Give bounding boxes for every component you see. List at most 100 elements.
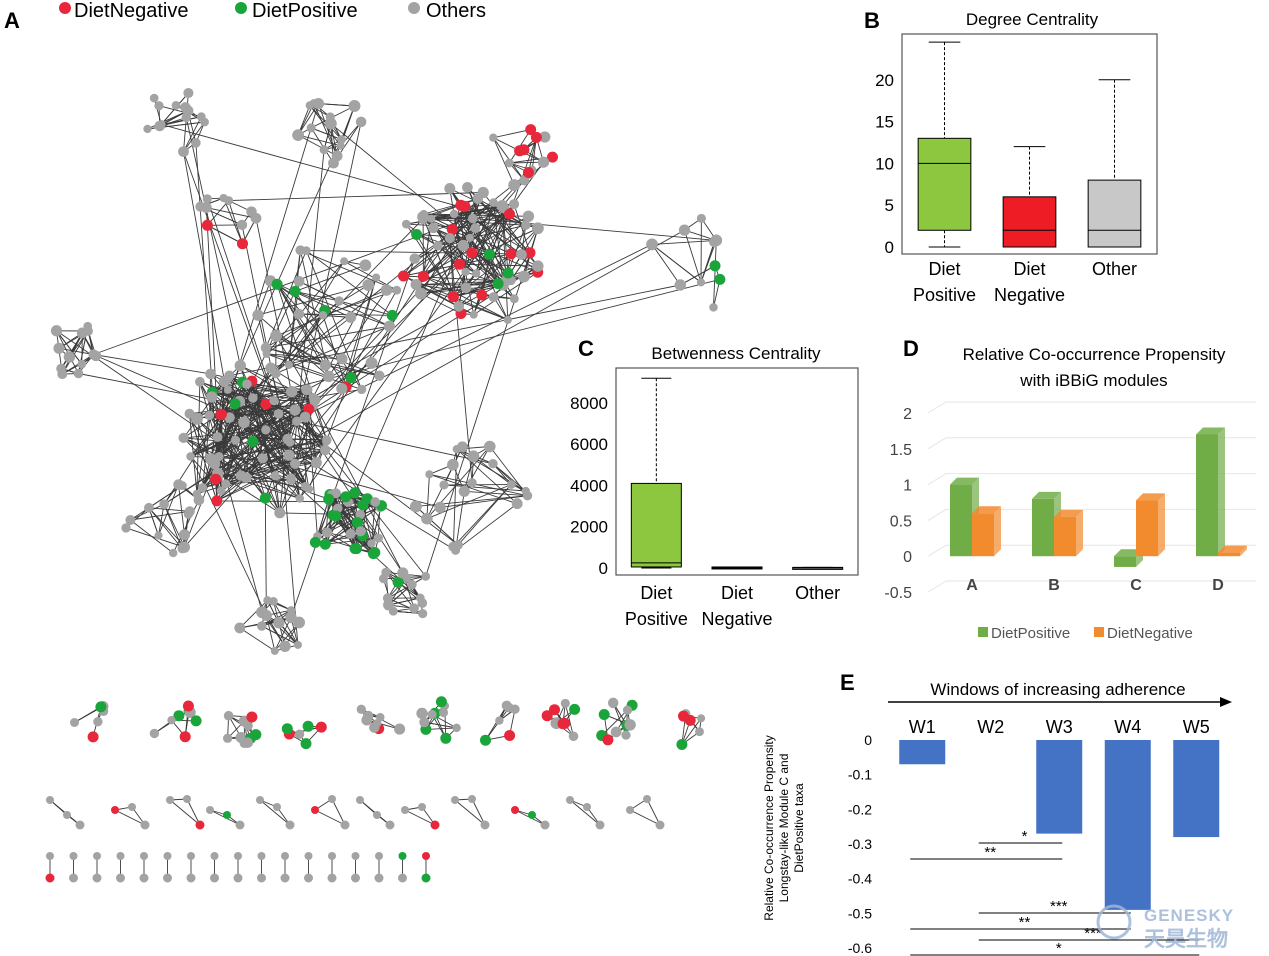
network-edge <box>264 498 267 616</box>
network-node <box>206 806 214 814</box>
network-node <box>186 452 195 461</box>
watermark-text-cn: 天昊生物 <box>1144 927 1228 951</box>
y-tick-label-1-2: 4000 <box>570 476 608 495</box>
network-node <box>414 287 427 300</box>
network-node <box>467 478 477 488</box>
network-node <box>501 700 512 711</box>
bar-top-DietPositive-A <box>950 477 979 485</box>
network-node <box>286 473 296 483</box>
network-edge <box>509 161 544 164</box>
network-edge <box>242 381 326 451</box>
network-node <box>163 873 172 883</box>
network-node <box>197 483 208 493</box>
network-edge <box>295 290 340 302</box>
network-node <box>709 260 721 272</box>
bar-DietPositive-B <box>1032 498 1054 557</box>
network-node <box>173 710 185 722</box>
network-node <box>247 436 259 447</box>
box-0-1 <box>1002 196 1057 248</box>
network-edge <box>651 239 717 245</box>
significance-label-3: ** <box>1019 914 1031 931</box>
network-node <box>236 219 248 231</box>
network-edge <box>393 610 423 615</box>
network-node <box>246 206 257 217</box>
network-node <box>598 709 610 720</box>
network-node <box>361 493 373 505</box>
network-edge <box>449 238 473 483</box>
network-edge <box>190 456 222 491</box>
network-node <box>191 138 201 148</box>
network-node <box>504 208 515 220</box>
network-edge <box>324 501 349 545</box>
network-node <box>695 727 704 737</box>
network-edge <box>288 180 525 456</box>
bar-DietNegative-B <box>1054 516 1076 557</box>
network-node <box>121 523 131 533</box>
network-edge <box>306 389 404 574</box>
network-edge <box>298 313 393 316</box>
network-node <box>417 210 430 223</box>
y-tick-label-d-2: 0.5 <box>890 513 912 530</box>
network-node <box>504 158 514 168</box>
network-node <box>489 198 498 207</box>
network-node <box>178 541 191 553</box>
network-node <box>440 732 452 744</box>
network-edge <box>330 123 471 239</box>
network-node <box>356 384 367 395</box>
network-node <box>566 796 574 804</box>
network-node <box>646 238 658 251</box>
network-edge <box>228 192 484 202</box>
network-node <box>418 609 428 619</box>
x-tick-label-1-2-0: Other <box>795 583 840 603</box>
network-node <box>210 873 219 883</box>
network-node <box>304 484 314 494</box>
network-node <box>293 616 305 629</box>
network-node <box>714 273 726 285</box>
network-edge <box>266 615 286 647</box>
network-node <box>709 303 718 312</box>
network-node <box>472 193 484 205</box>
network-node <box>349 543 361 555</box>
box-0-0 <box>917 137 972 231</box>
network-node <box>224 370 235 381</box>
network-node <box>240 472 252 483</box>
network-edge <box>239 139 342 366</box>
panel-c-plot: 0 2000 4000 6000 8000 Diet Positive Diet Negativ… <box>570 367 859 629</box>
x-tick-label-1-1-1: Negative <box>701 609 772 629</box>
network-node <box>465 233 474 242</box>
network-node <box>293 640 302 649</box>
network-node <box>318 311 328 320</box>
network-edge <box>229 375 317 464</box>
network-edge <box>371 501 376 544</box>
network-node <box>140 820 150 830</box>
x-tick-label-e-0: W1 <box>909 717 936 737</box>
network-node <box>454 258 465 270</box>
network-node <box>273 803 281 811</box>
network-edge <box>196 392 213 494</box>
network-node <box>421 512 433 525</box>
bar-side-DietNegative-B <box>1076 509 1083 557</box>
bar-top-DietPositive-B <box>1032 491 1061 499</box>
bar-side-DietNegative-A <box>994 506 1001 557</box>
network-node <box>235 820 245 830</box>
network-node <box>212 432 223 442</box>
network-node <box>697 714 706 723</box>
panel-a-letter: A <box>4 8 20 33</box>
network-node <box>467 450 480 463</box>
network-node <box>93 852 101 860</box>
network-edge <box>306 389 317 463</box>
network-edge <box>275 261 345 374</box>
network-node <box>187 852 195 860</box>
network-node <box>224 196 234 206</box>
network-node <box>222 733 233 743</box>
panel-a-legend: DietNegative DietPositive Others <box>59 0 486 22</box>
network-edge <box>471 798 486 826</box>
network-node <box>256 621 267 631</box>
y-tick-label-1-4: 8000 <box>570 394 608 413</box>
network-edge <box>314 809 346 826</box>
network-edge <box>299 250 330 377</box>
network-node <box>139 873 149 883</box>
network-node <box>427 709 437 720</box>
network-node <box>419 717 430 728</box>
network-node <box>210 852 219 860</box>
